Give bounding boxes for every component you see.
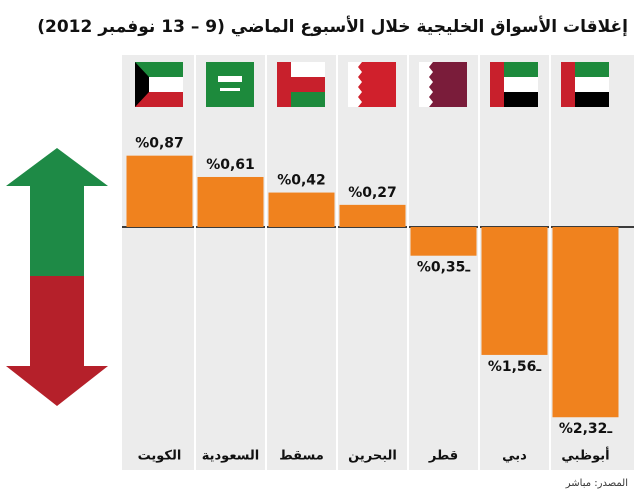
value-label: %0,42 [277,173,326,189]
value-label: %0,61 [206,157,255,173]
x-tick-label: قطر [428,449,458,464]
x-tick-label: مسقط [279,449,324,464]
value-label: %0,35ـ [417,260,471,276]
flags [135,62,609,107]
value-label: %2,32ـ [559,421,613,437]
value-label: %0,87 [135,136,184,152]
bar [552,227,619,418]
x-tick-label: الكويت [138,449,182,464]
chart-title: إغلاقات الأسواق الخليجية خلال الأسبوع ال… [37,16,628,37]
x-tick-label: أبوظبي [561,447,609,464]
plot-background [122,55,634,470]
bar [126,155,193,227]
x-tick-label: البحرين [348,449,397,464]
bar [197,176,264,227]
bar [410,227,477,256]
value-label: %1,56ـ [488,359,542,375]
bar [339,204,406,227]
x-tick-label: دبي [502,449,527,464]
direction-arrow [6,148,108,406]
bar [481,227,548,355]
source-note: المصدر: مباشر [565,478,628,489]
bar [268,192,335,227]
x-tick-label: السعودية [202,449,260,464]
value-label: %0,27 [348,185,397,201]
